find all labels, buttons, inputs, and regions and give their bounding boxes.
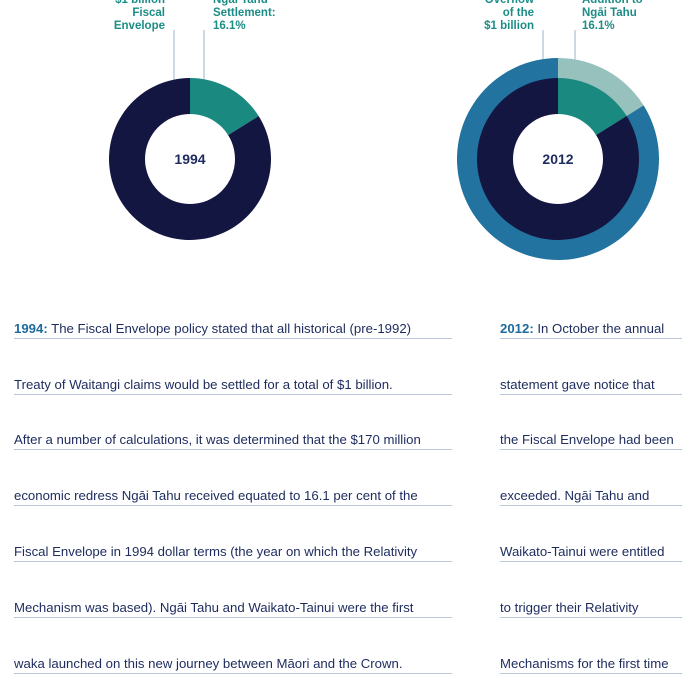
paragraph-1994-line: 1994: The Fiscal Envelope policy stated … [14, 320, 452, 339]
paragraph-2012-year: 2012: [500, 320, 534, 336]
donut-hole-2012 [513, 114, 603, 204]
paragraph-2012-line: to trigger their Relativity [500, 599, 682, 618]
center-label-2012: 2012 [542, 151, 573, 167]
annotation-overflow-2012: Overflow of the $1 billion [484, 0, 534, 32]
paragraph-1994-line: Fiscal Envelope in 1994 dollar terms (th… [14, 543, 452, 563]
paragraph-2012-line: the Fiscal Envelope had been [500, 431, 682, 451]
annotation-ngai-tahu-settlement-1994: Ngāi Tahu Settlement: 16.1% [213, 0, 276, 32]
paragraph-2012-line-text: In October the annual [533, 320, 665, 336]
paragraph-2012-line: Waikato-Tainui were entitled [500, 543, 682, 563]
paragraph-2012-line: 2012: In October the annual [500, 320, 682, 339]
paragraph-1994: 1994: The Fiscal Envelope policy stated … [14, 283, 452, 692]
paragraph-2012: 2012: In October the annual statement ga… [500, 283, 682, 692]
paragraph-1994-line: economic redress Ngāi Tahu received equa… [14, 487, 452, 507]
annotation-fiscal-envelope-1994: $1 billion Fiscal Envelope [113, 0, 165, 32]
paragraph-1994-line-text: The Fiscal Envelope policy stated that a… [47, 320, 412, 336]
paragraph-1994-line: After a number of calculations, it was d… [14, 431, 452, 451]
paragraph-1994-line: waka launched on this new journey betwee… [14, 655, 452, 674]
paragraph-1994-line: Treaty of Waitangi claims would be settl… [14, 376, 452, 395]
donut-hole-1994 [145, 114, 235, 204]
paragraph-2012-line: statement gave notice that [500, 376, 682, 395]
paragraph-2012-line: exceeded. Ngāi Tahu and [500, 487, 682, 507]
donut-charts: 1994 2012 [109, 30, 659, 260]
paragraph-1994-line: Mechanism was based). Ngāi Tahu and Waik… [14, 599, 452, 618]
annotation-addition-ngai-tahu-2012: Addition to Ngāi Tahu 16.1% [582, 0, 643, 32]
center-label-1994: 1994 [174, 151, 205, 167]
paragraph-1994-year: 1994: [14, 320, 48, 336]
paragraph-2012-line: Mechanisms for the first time [500, 655, 682, 674]
